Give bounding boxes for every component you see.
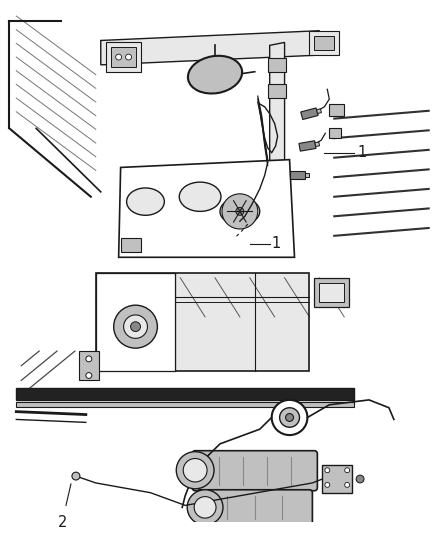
Circle shape xyxy=(86,356,92,362)
Circle shape xyxy=(345,482,350,487)
Circle shape xyxy=(279,408,300,427)
Bar xyxy=(1,263,437,522)
Bar xyxy=(322,465,352,492)
Bar xyxy=(120,238,141,253)
Bar xyxy=(329,104,344,116)
Bar xyxy=(314,36,334,50)
Bar xyxy=(319,282,344,302)
Circle shape xyxy=(187,490,223,525)
Polygon shape xyxy=(119,159,294,257)
Text: 1: 1 xyxy=(272,236,281,251)
Circle shape xyxy=(222,194,258,229)
Text: 2: 2 xyxy=(58,515,68,530)
Bar xyxy=(329,128,341,138)
Circle shape xyxy=(286,414,293,422)
Circle shape xyxy=(183,458,207,482)
Bar xyxy=(111,47,135,67)
Circle shape xyxy=(325,468,330,473)
Circle shape xyxy=(126,54,131,60)
Ellipse shape xyxy=(188,56,242,93)
Polygon shape xyxy=(305,173,309,177)
Bar xyxy=(106,43,141,72)
Polygon shape xyxy=(315,142,320,147)
Circle shape xyxy=(131,322,141,332)
Circle shape xyxy=(176,451,214,489)
Circle shape xyxy=(124,315,148,338)
Circle shape xyxy=(194,497,216,518)
Circle shape xyxy=(116,54,122,60)
Bar xyxy=(309,31,339,55)
Circle shape xyxy=(72,472,80,480)
Bar xyxy=(1,2,437,260)
Polygon shape xyxy=(270,43,285,171)
Bar xyxy=(96,273,175,370)
FancyBboxPatch shape xyxy=(197,490,312,525)
Polygon shape xyxy=(299,141,316,151)
Polygon shape xyxy=(290,171,305,179)
Circle shape xyxy=(272,400,307,435)
Polygon shape xyxy=(317,109,321,114)
Polygon shape xyxy=(101,31,319,65)
Ellipse shape xyxy=(179,182,221,212)
Ellipse shape xyxy=(220,198,260,225)
Bar xyxy=(268,84,286,98)
Bar xyxy=(268,58,286,72)
Circle shape xyxy=(345,468,350,473)
Polygon shape xyxy=(96,273,309,370)
Bar xyxy=(314,278,349,307)
Polygon shape xyxy=(301,108,318,119)
Text: 1: 1 xyxy=(357,146,366,160)
Circle shape xyxy=(325,482,330,487)
Bar xyxy=(16,388,354,400)
Bar xyxy=(79,351,99,381)
Ellipse shape xyxy=(127,188,164,215)
Circle shape xyxy=(236,207,244,215)
Bar xyxy=(16,402,354,407)
Circle shape xyxy=(356,475,364,483)
Circle shape xyxy=(114,305,157,348)
Circle shape xyxy=(86,373,92,378)
FancyBboxPatch shape xyxy=(192,451,318,491)
